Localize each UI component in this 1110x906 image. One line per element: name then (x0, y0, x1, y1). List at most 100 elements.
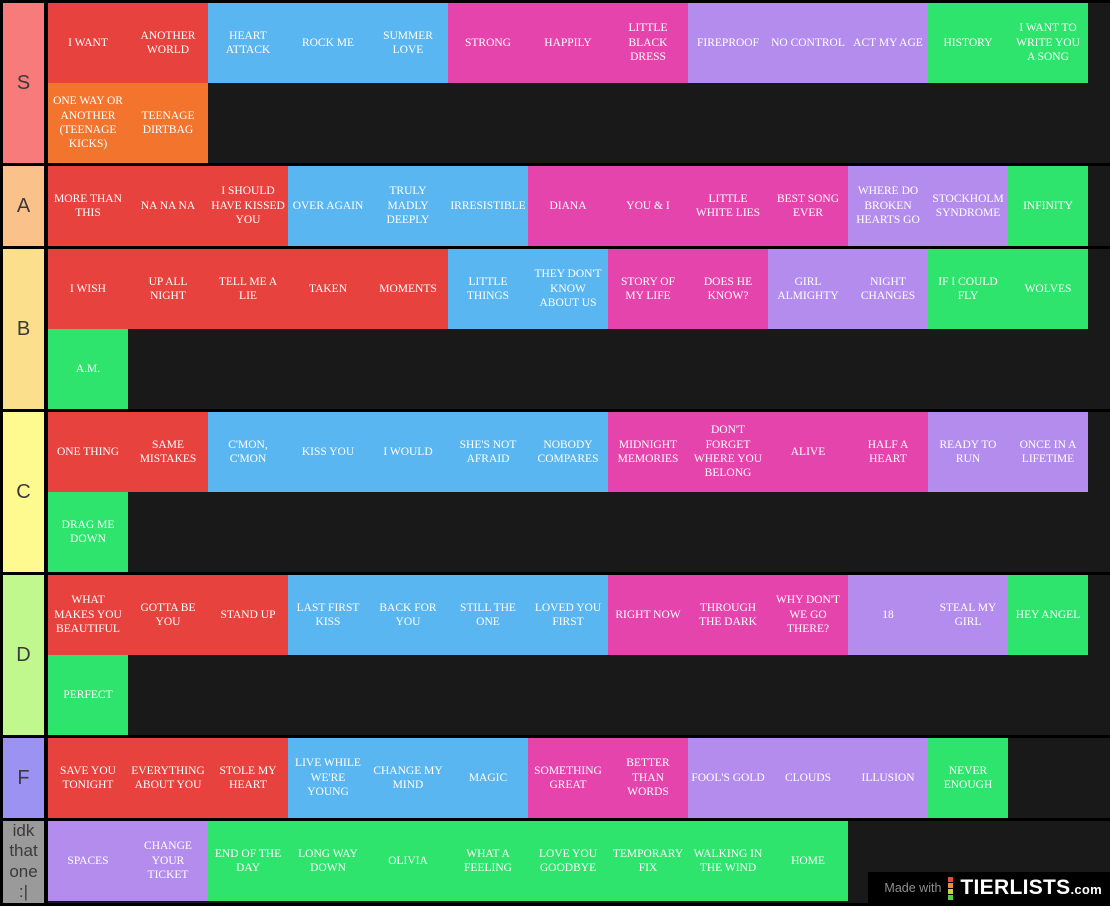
tile[interactable]: I WISH (48, 249, 128, 329)
tile[interactable]: MORE THAN THIS (48, 166, 128, 246)
tile[interactable]: NEVER ENOUGH (928, 738, 1008, 818)
tile[interactable]: MAGIC (448, 738, 528, 818)
tile[interactable]: 18 (848, 575, 928, 655)
tile[interactable]: EVERYTHING ABOUT YOU (128, 738, 208, 818)
tile[interactable]: HEY ANGEL (1008, 575, 1088, 655)
tile[interactable]: GIRL ALMIGHTY (768, 249, 848, 329)
tile[interactable]: FIREPROOF (688, 3, 768, 83)
tile[interactable]: MOMENTS (368, 249, 448, 329)
tile[interactable]: CHANGE YOUR TICKET (128, 821, 208, 901)
tile[interactable]: BETTER THAN WORDS (608, 738, 688, 818)
tile[interactable]: SOMETHING GREAT (528, 738, 608, 818)
tile[interactable]: IRRESISTIBLE (448, 166, 528, 246)
tile[interactable]: ONE THING (48, 412, 128, 492)
tile[interactable]: BEST SONG EVER (768, 166, 848, 246)
tile[interactable]: I WANT (48, 3, 128, 83)
tile[interactable]: STAND UP (208, 575, 288, 655)
tile[interactable]: STEAL MY GIRL (928, 575, 1008, 655)
tile[interactable]: WALKING IN THE WIND (688, 821, 768, 901)
tier-label-idk: idk that one :| (0, 821, 48, 903)
tile[interactable]: STRONG (448, 3, 528, 83)
brand-text: TIERLISTS.com (960, 876, 1102, 900)
tile[interactable]: MIDNIGHT MEMORIES (608, 412, 688, 492)
tile[interactable]: CLOUDS (768, 738, 848, 818)
tile[interactable]: ANOTHER WORLD (128, 3, 208, 83)
tile[interactable]: HISTORY (928, 3, 1008, 83)
tile[interactable]: BACK FOR YOU (368, 575, 448, 655)
tile[interactable]: STOLE MY HEART (208, 738, 288, 818)
tile[interactable]: CHANGE MY MIND (368, 738, 448, 818)
tile[interactable]: READY TO RUN (928, 412, 1008, 492)
tile[interactable]: HOME (768, 821, 848, 901)
tile[interactable]: TRULY MADLY DEEPLY (368, 166, 448, 246)
tile[interactable]: LITTLE THINGS (448, 249, 528, 329)
tile[interactable]: ONE WAY OR ANOTHER (TEENAGE KICKS) (48, 83, 128, 163)
tile[interactable]: DRAG ME DOWN (48, 492, 128, 572)
tile[interactable]: TAKEN (288, 249, 368, 329)
tier-row-idk: idk that one :| SPACES CHANGE YOUR TICKET E… (0, 821, 1110, 906)
tile[interactable]: DON'T FORGET WHERE YOU BELONG (688, 412, 768, 492)
tile[interactable]: LITTLE WHITE LIES (688, 166, 768, 246)
tile[interactable]: STILL THE ONE (448, 575, 528, 655)
tile[interactable]: WHAT A FEELING (448, 821, 528, 901)
tierlists-icon (948, 876, 954, 900)
tile[interactable]: NO CONTROL (768, 3, 848, 83)
tile[interactable]: LONG WAY DOWN (288, 821, 368, 901)
tile[interactable]: LAST FIRST KISS (288, 575, 368, 655)
tile[interactable]: LIVE WHILE WE'RE YOUNG (288, 738, 368, 818)
tile[interactable]: ALIVE (768, 412, 848, 492)
tile[interactable]: KISS YOU (288, 412, 368, 492)
tile[interactable]: THROUGH THE DARK (688, 575, 768, 655)
tile[interactable]: ACT MY AGE (848, 3, 928, 83)
tile[interactable]: STORY OF MY LIFE (608, 249, 688, 329)
tile[interactable]: HEART ATTACK (208, 3, 288, 83)
tile[interactable]: LITTLE BLACK DRESS (608, 3, 688, 83)
tier-items-d: WHAT MAKES YOU BEAUTIFUL GOTTA BE YOU STAN… (48, 575, 1110, 735)
tile[interactable]: OVER AGAIN (288, 166, 368, 246)
tile[interactable]: SAVE YOU TONIGHT (48, 738, 128, 818)
tile[interactable]: YOU & I (608, 166, 688, 246)
tile[interactable]: WHAT MAKES YOU BEAUTIFUL (48, 575, 128, 655)
tile[interactable]: ONCE IN A LIFETIME (1008, 412, 1088, 492)
tile[interactable]: SUMMER LOVE (368, 3, 448, 83)
tier-items-s: I WANT ANOTHER WORLD HEART ATTACK ROCK ME SU… (48, 3, 1110, 163)
tile[interactable]: NOBODY COMPARES (528, 412, 608, 492)
tile[interactable]: LOVE YOU GOODBYE (528, 821, 608, 901)
tile[interactable]: WOLVES (1008, 249, 1088, 329)
tile[interactable]: THEY DON'T KNOW ABOUT US (528, 249, 608, 329)
tile[interactable]: DOES HE KNOW? (688, 249, 768, 329)
tile[interactable]: PERFECT (48, 655, 128, 735)
tile[interactable]: GOTTA BE YOU (128, 575, 208, 655)
tile[interactable]: ROCK ME (288, 3, 368, 83)
tile[interactable]: IF I COULD FLY (928, 249, 1008, 329)
tile[interactable]: TEMPORARY FIX (608, 821, 688, 901)
tile[interactable]: SPACES (48, 821, 128, 901)
tile[interactable]: WHY DON'T WE GO THERE? (768, 575, 848, 655)
tile[interactable]: FOOL'S GOLD (688, 738, 768, 818)
tile[interactable]: SAME MISTAKES (128, 412, 208, 492)
tile[interactable]: NA NA NA (128, 166, 208, 246)
tile[interactable]: TELL ME A LIE (208, 249, 288, 329)
tile[interactable]: I WANT TO WRITE YOU A SONG (1008, 3, 1088, 83)
tile[interactable]: A.M. (48, 329, 128, 409)
tile[interactable]: NIGHT CHANGES (848, 249, 928, 329)
tile[interactable]: ILLUSION (848, 738, 928, 818)
tile[interactable]: UP ALL NIGHT (128, 249, 208, 329)
tile[interactable]: INFINITY (1008, 166, 1088, 246)
tile[interactable]: STOCKHOLM SYNDROME (928, 166, 1008, 246)
tile[interactable]: TEENAGE DIRTBAG (128, 83, 208, 163)
tile[interactable]: SHE'S NOT AFRAID (448, 412, 528, 492)
tile[interactable]: END OF THE DAY (208, 821, 288, 901)
tile[interactable]: OLIVIA (368, 821, 448, 901)
tierlists-logo[interactable]: Made with TIERLISTS.com (868, 872, 1110, 904)
tile[interactable]: DIANA (528, 166, 608, 246)
tile[interactable]: HALF A HEART (848, 412, 928, 492)
tile[interactable]: I SHOULD HAVE KISSED YOU (208, 166, 288, 246)
tile[interactable]: HAPPILY (528, 3, 608, 83)
tile[interactable]: I WOULD (368, 412, 448, 492)
tile[interactable]: C'MON, C'MON (208, 412, 288, 492)
tile[interactable]: WHERE DO BROKEN HEARTS GO (848, 166, 928, 246)
tile[interactable]: RIGHT NOW (608, 575, 688, 655)
tile[interactable]: LOVED YOU FIRST (528, 575, 608, 655)
